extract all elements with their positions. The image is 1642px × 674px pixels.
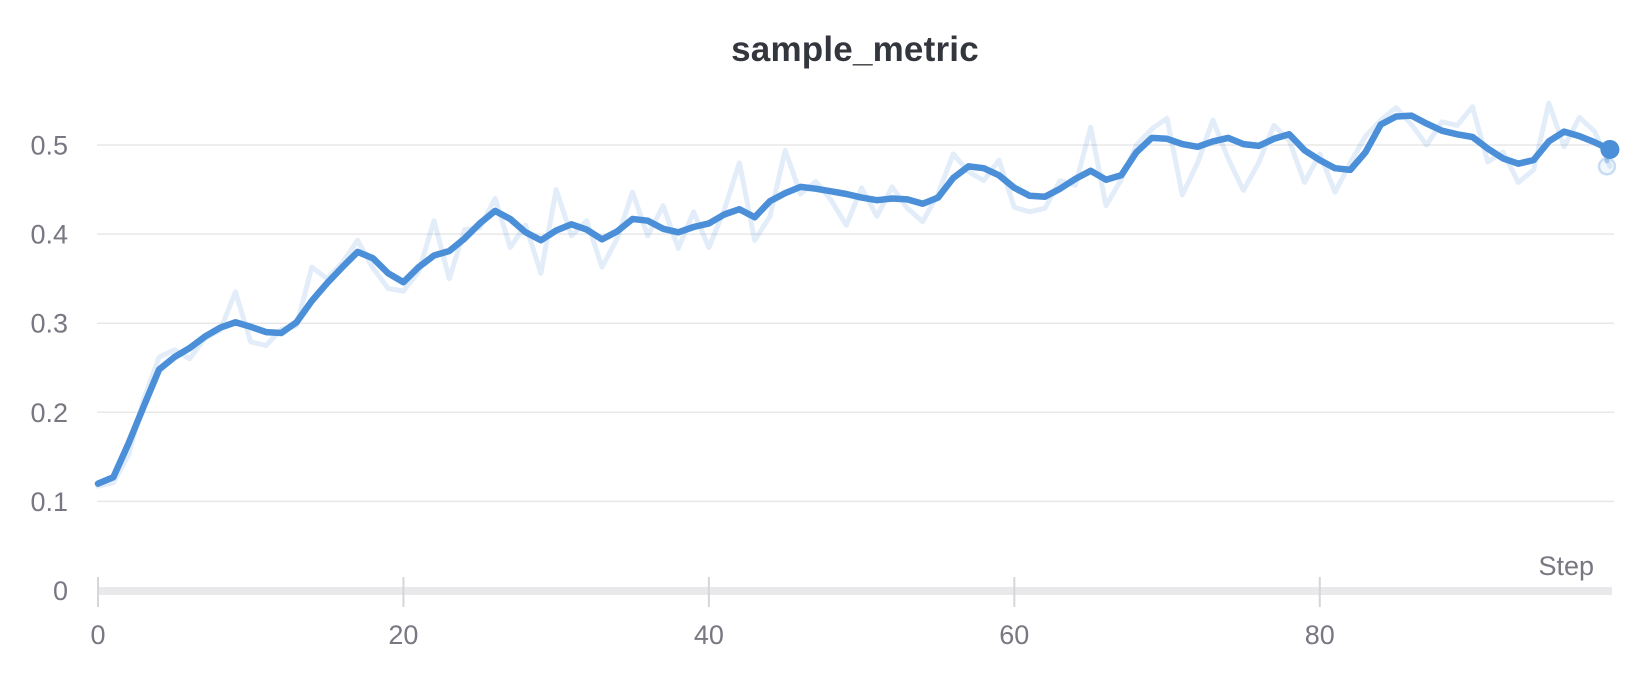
smoothed-endpoint-dot[interactable] <box>1600 139 1620 159</box>
x-axis-bar[interactable] <box>97 587 1612 595</box>
y-tick-label: 0.1 <box>30 487 68 517</box>
smoothed-series-line[interactable] <box>94 112 1614 487</box>
y-tick-label: 0.2 <box>30 398 68 428</box>
x-tick-label: 60 <box>999 620 1029 650</box>
y-tick-label: 0 <box>53 576 68 606</box>
x-tick-label: 20 <box>388 620 418 650</box>
chart-title: sample_metric <box>731 30 979 69</box>
x-axis-title: Step <box>1538 551 1594 581</box>
raw-endpoint-tick <box>1604 158 1610 164</box>
raw-series-line[interactable] <box>95 100 1613 489</box>
x-tick-label: 40 <box>694 620 724 650</box>
x-tick-label: 0 <box>90 620 105 650</box>
y-tick-label: 0.5 <box>30 131 68 161</box>
y-tick-label: 0.4 <box>30 220 68 250</box>
y-tick-label: 0.3 <box>30 309 68 339</box>
x-tick-label: 80 <box>1305 620 1335 650</box>
